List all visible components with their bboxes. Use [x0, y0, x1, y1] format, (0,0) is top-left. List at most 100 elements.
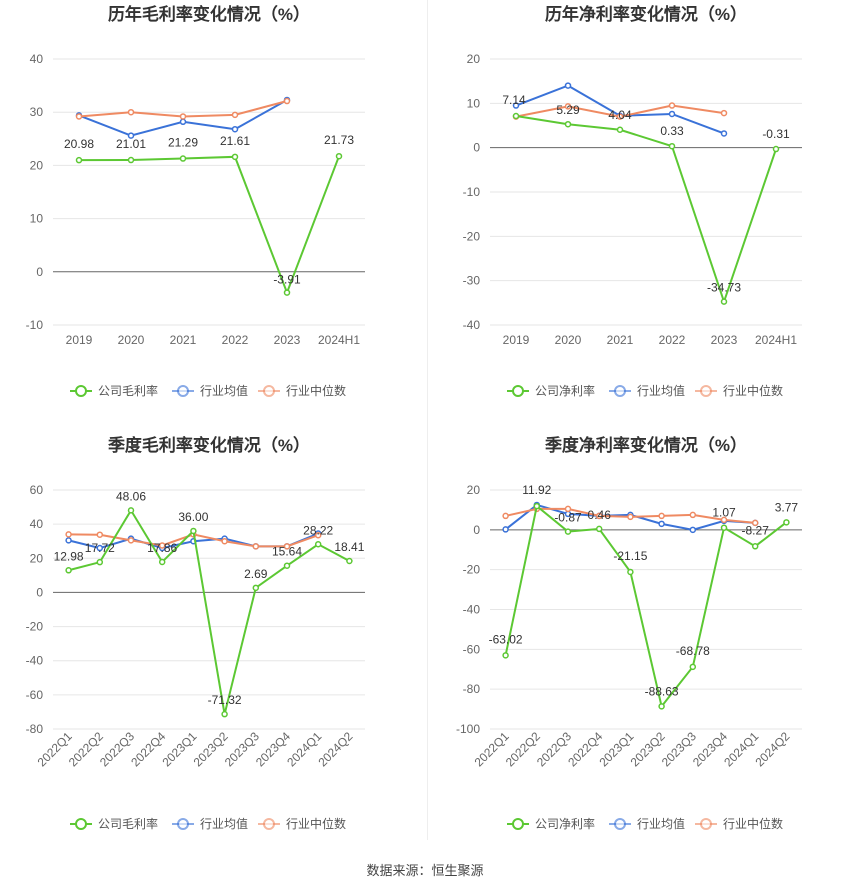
data-point-median[interactable]	[502, 512, 509, 520]
data-point-company[interactable]	[75, 156, 83, 164]
data-point-company[interactable]	[127, 156, 135, 164]
data-point-median[interactable]	[314, 531, 322, 539]
data-point-median[interactable]	[564, 103, 572, 110]
data-point-median[interactable]	[75, 113, 83, 120]
data-point-company[interactable]	[231, 153, 239, 161]
data-point-company[interactable]	[751, 543, 759, 550]
data-point-avg[interactable]	[668, 110, 676, 118]
legend-item-avg[interactable]: 行业均值	[609, 816, 685, 831]
data-label: 11.92	[522, 483, 551, 497]
legend-item-median[interactable]: 行业中位数	[695, 816, 783, 831]
data-point-median[interactable]	[252, 543, 260, 550]
data-point-median[interactable]	[720, 516, 728, 524]
legend-item-median[interactable]: 行业中位数	[258, 816, 346, 831]
data-point-median[interactable]	[221, 537, 228, 545]
data-point-median[interactable]	[658, 512, 665, 520]
x-tick-label: 2023	[274, 333, 301, 347]
data-point-company[interactable]	[179, 155, 187, 162]
data-point-avg[interactable]	[564, 82, 572, 89]
data-point-avg[interactable]	[512, 102, 520, 109]
data-point-median[interactable]	[668, 102, 676, 109]
series-line-company	[504, 504, 788, 709]
data-source-footer: 数据来源：恒生聚源	[366, 863, 484, 878]
y-tick-label: -20	[463, 563, 481, 577]
data-point-median[interactable]	[595, 512, 603, 520]
data-point-median[interactable]	[564, 505, 572, 513]
legend-label: 公司净利率	[535, 383, 595, 398]
data-point-avg[interactable]	[179, 118, 187, 126]
data-point-avg[interactable]	[96, 544, 104, 552]
data-point-median[interactable]	[127, 537, 135, 544]
data-point-company[interactable]	[283, 289, 291, 296]
data-point-company[interactable]	[564, 528, 572, 535]
data-point-company[interactable]	[783, 519, 790, 526]
x-tick-label: 2020	[118, 333, 145, 347]
data-point-company[interactable]	[252, 584, 260, 592]
legend-item-avg[interactable]: 行业均值	[609, 383, 685, 398]
data-point-company[interactable]	[564, 120, 572, 128]
data-point-median[interactable]	[283, 97, 291, 105]
data-point-company[interactable]	[616, 126, 624, 134]
data-point-median[interactable]	[616, 113, 624, 120]
data-point-avg[interactable]	[658, 520, 665, 528]
legend-item-median[interactable]: 行业中位数	[258, 383, 346, 398]
data-point-company[interactable]	[689, 663, 697, 671]
data-point-median[interactable]	[689, 511, 697, 519]
legend-item-avg[interactable]: 行业均值	[172, 383, 248, 398]
legend-item-company[interactable]: 公司毛利率	[70, 816, 158, 831]
data-point-median[interactable]	[96, 531, 104, 538]
data-point-median[interactable]	[231, 111, 239, 119]
data-point-median[interactable]	[158, 542, 166, 549]
data-point-company[interactable]	[335, 152, 343, 160]
data-point-company[interactable]	[512, 112, 520, 120]
legend-item-company[interactable]: 公司净利率	[507, 383, 595, 398]
data-point-avg[interactable]	[720, 130, 728, 137]
data-point-company[interactable]	[314, 541, 322, 548]
data-point-avg[interactable]	[502, 526, 509, 533]
legend-label: 行业中位数	[286, 383, 346, 398]
data-point-avg[interactable]	[689, 526, 697, 534]
chart-title: 季度毛利率变化情况（%）	[108, 435, 310, 455]
y-tick-label: -20	[463, 229, 481, 243]
legend-item-company[interactable]: 公司净利率	[507, 816, 595, 831]
data-point-company[interactable]	[720, 524, 728, 531]
data-point-company[interactable]	[658, 703, 665, 710]
legend-item-company[interactable]: 公司毛利率	[70, 383, 158, 398]
data-label: 21.73	[324, 133, 354, 147]
data-label: 2.69	[244, 567, 268, 581]
legend-item-median[interactable]: 行业中位数	[695, 383, 783, 398]
legend-swatch-marker	[614, 818, 626, 830]
data-point-avg[interactable]	[65, 537, 72, 544]
data-point-median[interactable]	[720, 109, 728, 117]
data-point-median[interactable]	[283, 543, 291, 550]
data-point-company[interactable]	[96, 558, 104, 566]
data-point-company[interactable]	[221, 710, 228, 718]
data-point-company[interactable]	[283, 562, 291, 569]
legend-label: 行业均值	[200, 816, 248, 831]
data-label: 18.41	[334, 540, 364, 554]
data-point-company[interactable]	[158, 558, 166, 566]
data-point-company[interactable]	[595, 525, 603, 533]
data-point-company[interactable]	[533, 502, 541, 510]
data-point-company[interactable]	[127, 507, 135, 514]
data-point-avg[interactable]	[127, 132, 135, 139]
data-point-company[interactable]	[668, 142, 676, 150]
data-point-avg[interactable]	[231, 125, 239, 133]
x-tick-label: 2024Q2	[315, 729, 355, 769]
x-tick-label: 2020	[555, 333, 582, 347]
data-point-company[interactable]	[720, 298, 728, 305]
data-point-median[interactable]	[127, 108, 135, 116]
data-point-company[interactable]	[772, 145, 780, 153]
data-point-median[interactable]	[179, 113, 187, 120]
data-point-company[interactable]	[502, 652, 509, 659]
data-label: -8.27	[742, 523, 770, 537]
legend-item-avg[interactable]: 行业均值	[172, 816, 248, 831]
data-point-company[interactable]	[190, 527, 197, 535]
data-point-company[interactable]	[346, 557, 353, 565]
data-point-company[interactable]	[65, 567, 72, 574]
data-point-median[interactable]	[627, 513, 634, 521]
data-point-company[interactable]	[627, 568, 634, 576]
data-point-median[interactable]	[751, 519, 759, 527]
data-point-median[interactable]	[65, 531, 72, 538]
y-tick-label: 40	[30, 52, 44, 66]
